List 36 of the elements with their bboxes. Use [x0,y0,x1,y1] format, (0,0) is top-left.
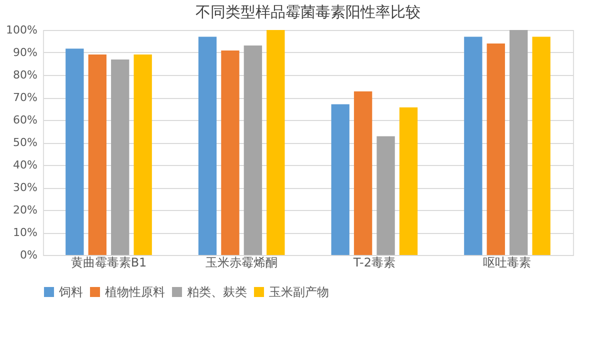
y-tick-label: 30% [13,181,38,194]
bar [198,36,217,255]
bar [134,54,152,255]
y-tick-label: 80% [13,68,38,82]
bar [244,46,262,255]
bar [331,104,350,255]
legend-label: 饲料 [58,285,83,299]
y-tick-label: 70% [13,91,38,104]
bar [399,107,418,255]
bar [111,59,130,255]
legend-label: 玉米副产物 [269,285,329,299]
y-tick-label: 20% [13,204,38,216]
bar [532,36,550,255]
bar [510,30,528,255]
bar [266,30,285,255]
legend-label: 植物性原料 [105,285,165,299]
legend-label: 粕类、麸类 [187,285,247,299]
x-tick-label: 呕吐毒素 [483,256,532,270]
x-tick-label: 玉米赤霉烯酮 [206,256,278,270]
bar [88,54,106,255]
chart-title: 不同类型样品霉菌毒素阳性率比较 [196,3,420,21]
y-tick-label: 50% [13,136,38,149]
bar [66,48,84,255]
y-tick-label: 100% [6,24,38,36]
y-tick-label: 90% [13,46,38,59]
y-tick-label: 0% [20,248,38,262]
bar [376,136,395,255]
bar [354,91,372,255]
bar [486,44,505,255]
y-tick-label: 10% [13,226,38,239]
x-tick-label: 黄曲霉毒素B1 [70,256,147,270]
y-tick-label: 60% [13,114,38,126]
y-tick-label: 40% [13,158,38,172]
bar [221,50,240,255]
x-tick-label: T-2毒素 [352,256,396,270]
bar [464,36,482,255]
